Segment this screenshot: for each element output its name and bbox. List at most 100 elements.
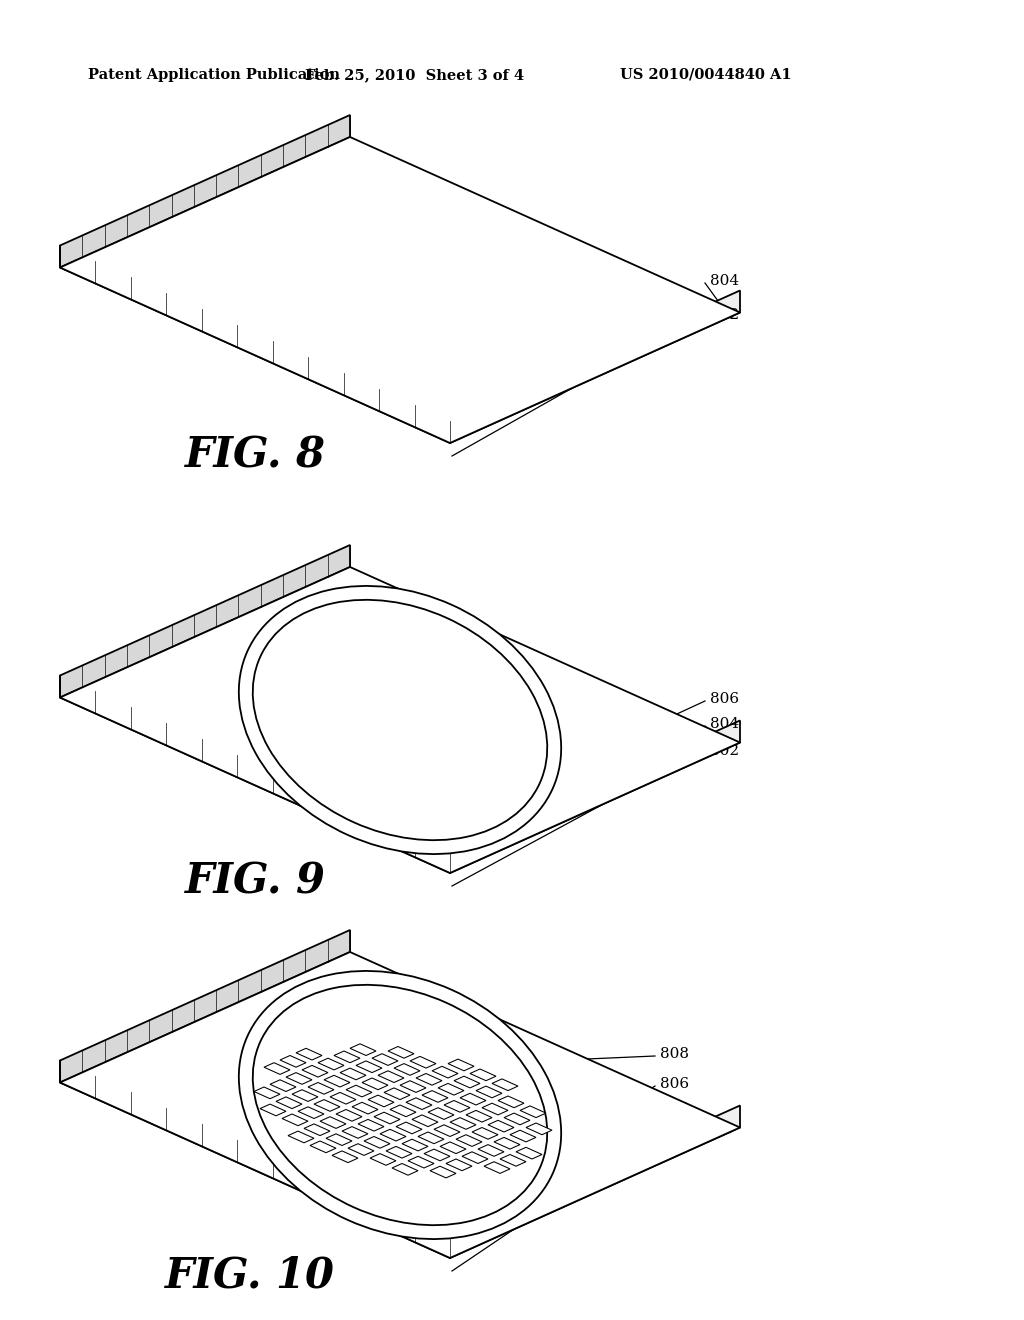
Text: 808: 808 xyxy=(660,1047,689,1061)
Polygon shape xyxy=(424,1150,450,1160)
Text: 802: 802 xyxy=(660,1129,689,1143)
Polygon shape xyxy=(450,721,740,873)
Polygon shape xyxy=(380,1130,406,1140)
Polygon shape xyxy=(368,1096,394,1106)
Polygon shape xyxy=(302,1065,328,1077)
Polygon shape xyxy=(298,1106,324,1118)
Ellipse shape xyxy=(253,985,547,1225)
Polygon shape xyxy=(374,1113,400,1123)
Text: FIG. 8: FIG. 8 xyxy=(185,436,326,477)
Polygon shape xyxy=(362,1078,388,1090)
Polygon shape xyxy=(254,1086,280,1098)
Polygon shape xyxy=(60,246,450,444)
Polygon shape xyxy=(324,1076,350,1086)
Polygon shape xyxy=(332,1151,358,1163)
Polygon shape xyxy=(314,1100,340,1111)
Polygon shape xyxy=(406,1098,432,1110)
Polygon shape xyxy=(456,1135,482,1146)
Polygon shape xyxy=(264,1063,290,1074)
Polygon shape xyxy=(276,1097,302,1109)
Polygon shape xyxy=(60,568,740,873)
Polygon shape xyxy=(358,1119,384,1131)
Polygon shape xyxy=(60,1060,450,1258)
Polygon shape xyxy=(396,1122,422,1134)
Polygon shape xyxy=(372,1053,398,1065)
Polygon shape xyxy=(296,1048,322,1060)
Polygon shape xyxy=(386,1146,412,1158)
Polygon shape xyxy=(384,1088,410,1100)
Polygon shape xyxy=(526,1123,552,1135)
Polygon shape xyxy=(318,1059,344,1071)
Polygon shape xyxy=(478,1144,504,1156)
Polygon shape xyxy=(430,1166,456,1177)
Polygon shape xyxy=(288,1131,314,1143)
Text: 804: 804 xyxy=(710,717,739,731)
Polygon shape xyxy=(402,1139,428,1151)
Polygon shape xyxy=(410,1056,436,1068)
Polygon shape xyxy=(60,115,350,268)
Polygon shape xyxy=(494,1138,520,1150)
Polygon shape xyxy=(280,1056,306,1067)
Text: 804: 804 xyxy=(710,275,739,288)
Polygon shape xyxy=(326,1134,352,1146)
Polygon shape xyxy=(334,1051,360,1063)
Polygon shape xyxy=(292,1090,318,1101)
Polygon shape xyxy=(444,1101,470,1113)
Polygon shape xyxy=(418,1133,444,1143)
Polygon shape xyxy=(356,1061,382,1073)
Polygon shape xyxy=(449,1059,474,1071)
Polygon shape xyxy=(488,1121,514,1133)
Polygon shape xyxy=(60,676,450,873)
Polygon shape xyxy=(472,1127,498,1139)
Polygon shape xyxy=(440,1142,466,1154)
Ellipse shape xyxy=(239,972,561,1239)
Text: FIG. 10: FIG. 10 xyxy=(165,1255,335,1298)
Text: 804: 804 xyxy=(660,1102,689,1115)
Polygon shape xyxy=(434,1125,460,1137)
Text: US 2010/0044840 A1: US 2010/0044840 A1 xyxy=(620,69,792,82)
Text: Patent Application Publication: Patent Application Publication xyxy=(88,69,340,82)
Polygon shape xyxy=(282,1114,308,1126)
Polygon shape xyxy=(412,1115,438,1126)
Polygon shape xyxy=(454,1076,480,1088)
Text: 802: 802 xyxy=(710,744,739,758)
Polygon shape xyxy=(319,1117,346,1129)
Polygon shape xyxy=(450,1118,476,1130)
Polygon shape xyxy=(460,1093,486,1105)
Polygon shape xyxy=(352,1102,378,1114)
Polygon shape xyxy=(60,931,350,1082)
Polygon shape xyxy=(498,1096,524,1107)
Polygon shape xyxy=(438,1084,464,1096)
Polygon shape xyxy=(364,1137,390,1148)
Polygon shape xyxy=(286,1073,312,1084)
Polygon shape xyxy=(308,1082,334,1094)
Polygon shape xyxy=(342,1126,368,1138)
Polygon shape xyxy=(60,545,350,697)
Polygon shape xyxy=(492,1078,518,1090)
Text: 806: 806 xyxy=(710,692,739,706)
Polygon shape xyxy=(408,1156,434,1168)
Polygon shape xyxy=(392,1163,418,1175)
Polygon shape xyxy=(510,1130,536,1142)
Polygon shape xyxy=(304,1123,330,1135)
Polygon shape xyxy=(346,1085,372,1097)
Ellipse shape xyxy=(239,586,561,854)
Polygon shape xyxy=(348,1143,374,1155)
Polygon shape xyxy=(504,1113,530,1125)
Text: 806: 806 xyxy=(660,1077,689,1092)
Polygon shape xyxy=(450,1106,740,1258)
Polygon shape xyxy=(310,1140,336,1152)
Polygon shape xyxy=(388,1047,414,1059)
Polygon shape xyxy=(476,1086,502,1098)
Text: Feb. 25, 2010  Sheet 3 of 4: Feb. 25, 2010 Sheet 3 of 4 xyxy=(305,69,524,82)
Polygon shape xyxy=(462,1152,488,1163)
Polygon shape xyxy=(60,137,740,444)
Polygon shape xyxy=(428,1107,454,1119)
Polygon shape xyxy=(60,952,740,1258)
Polygon shape xyxy=(370,1154,396,1166)
Polygon shape xyxy=(500,1155,526,1166)
Polygon shape xyxy=(350,1044,376,1056)
Polygon shape xyxy=(432,1067,458,1078)
Text: 802: 802 xyxy=(710,308,739,322)
Polygon shape xyxy=(390,1105,416,1117)
